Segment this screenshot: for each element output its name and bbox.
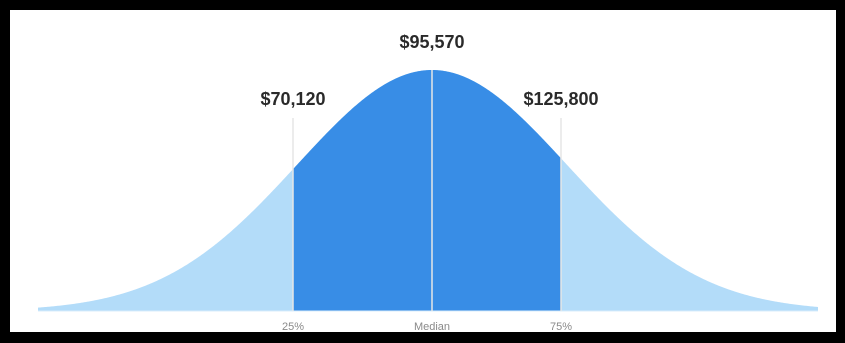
p25-tick-label: 25%: [282, 321, 304, 333]
median-tick-label: Median: [414, 321, 450, 333]
p25-value-label: $70,120: [260, 89, 325, 109]
p75-value-label: $125,800: [523, 89, 598, 109]
p75-tick-label: 75%: [550, 321, 572, 333]
median-value-label: $95,570: [399, 32, 464, 52]
interquartile-area: [293, 70, 561, 311]
